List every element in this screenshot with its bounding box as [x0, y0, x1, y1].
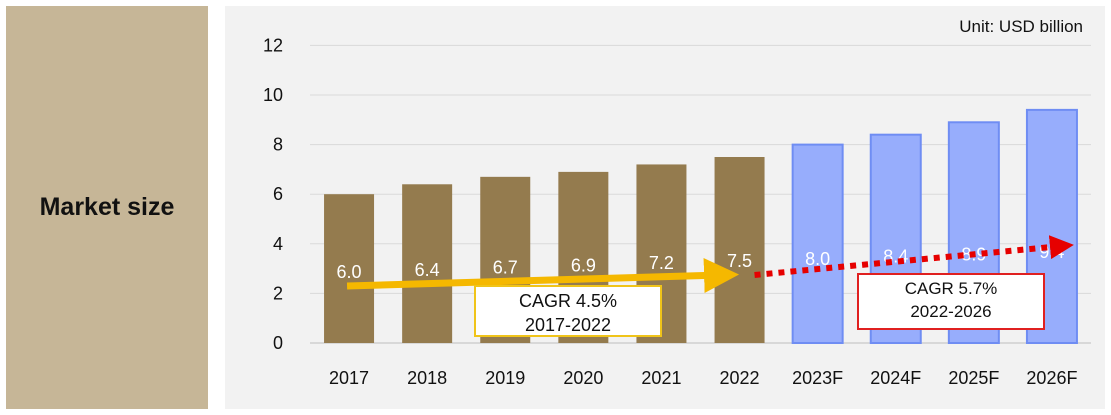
- trend-arrow-actual: [346, 258, 740, 294]
- cagr-rate-label: CAGR 4.5%: [518, 291, 618, 311]
- bar-chart: 0 2 4 6 8 10 12 6.0 2017 6.4 2018 6.7 2019 6.9 2020 7.2…: [263, 17, 1091, 388]
- data-label: 7.2: [649, 253, 674, 273]
- data-label: 6.0: [337, 262, 362, 282]
- bar-2018: [402, 184, 453, 343]
- x-tick-label: 2020: [563, 368, 603, 388]
- cagr-period-label: 2022-2026: [910, 301, 992, 321]
- data-label: 8.0: [805, 249, 830, 269]
- trend-arrow-forecast: [754, 235, 1074, 278]
- data-label: 6.7: [493, 258, 518, 278]
- chart-panel: 0 2 4 6 8 10 12 6.0 2017 6.4 2018 6.7 2019 6.9 2020 7.2…: [225, 6, 1105, 409]
- side-panel: Market size: [6, 6, 208, 409]
- x-tick-label: 2018: [407, 368, 447, 388]
- data-label: 6.9: [571, 255, 596, 275]
- x-tick-label: 2019: [485, 368, 525, 388]
- x-tick-label: 2021: [641, 368, 681, 388]
- cagr-annotation-2022-2026: CAGR 5.7% 2022-2026: [857, 273, 1045, 330]
- x-tick-label: 2023F: [792, 368, 843, 388]
- x-tick-label: 2017: [329, 368, 369, 388]
- bar-2023f: [791, 143, 844, 344]
- x-tick-label: 2026F: [1026, 368, 1077, 388]
- cagr-period-label: 2017-2022: [524, 315, 612, 336]
- market-size-label: Market size: [39, 193, 175, 221]
- cagr-rate-label: CAGR 5.7%: [904, 279, 998, 298]
- y-tick-label: 2: [273, 283, 283, 303]
- x-tick-label: 2025F: [948, 368, 999, 388]
- y-tick-label: 10: [263, 85, 283, 105]
- x-tick-label: 2022: [720, 368, 760, 388]
- y-tick-label: 12: [263, 35, 283, 55]
- data-label: 6.4: [415, 260, 440, 280]
- y-tick-label: 8: [273, 135, 283, 155]
- bar-2022: [714, 157, 765, 343]
- x-tick-label: 2024F: [870, 368, 921, 388]
- bar-2017: [324, 194, 375, 343]
- y-tick-label: 6: [273, 184, 283, 204]
- y-tick-label: 0: [273, 333, 283, 353]
- y-tick-label: 4: [273, 234, 283, 254]
- unit-label: Unit: USD billion: [959, 17, 1083, 36]
- cagr-annotation-2017-2022: CAGR 4.5% 2017-2022: [474, 285, 662, 337]
- data-label: 7.5: [727, 251, 752, 271]
